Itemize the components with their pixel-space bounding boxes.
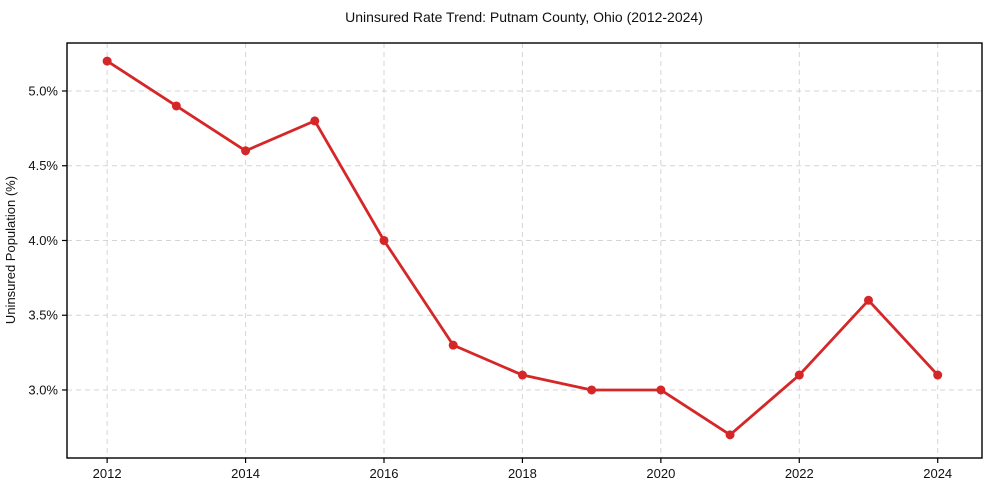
y-axis-title: Uninsured Population (%) [3, 176, 18, 324]
data-point-marker [241, 146, 251, 156]
data-point-marker [310, 116, 320, 126]
data-point-marker [379, 235, 389, 245]
axes-frame [66, 42, 983, 459]
data-point-marker [794, 370, 804, 380]
x-tick-label: 2024 [923, 466, 952, 481]
data-point-marker [448, 340, 458, 350]
x-tick-label: 2018 [508, 466, 537, 481]
data-point-marker [933, 370, 943, 380]
y-tick-label: 5.0% [28, 83, 58, 98]
y-tick-label: 4.0% [28, 233, 58, 248]
x-tick-label: 2014 [231, 466, 260, 481]
x-tick-label: 2016 [370, 466, 399, 481]
y-tick-label: 3.5% [28, 308, 58, 323]
data-point-marker [517, 370, 527, 380]
data-point-marker [587, 385, 597, 395]
x-tick-label: 2020 [646, 466, 675, 481]
data-point-marker [863, 295, 873, 305]
plot-area: 2012 2014 2016 2018 2020 2022 2024 3.0% 3.5% 4.0%… [28, 42, 983, 481]
y-tick-label: 4.5% [28, 158, 58, 173]
data-point-marker [725, 430, 735, 440]
data-point-marker [102, 56, 112, 66]
data-point-marker [171, 101, 181, 111]
y-tick-label: 3.0% [28, 382, 58, 397]
x-tick-label: 2012 [93, 466, 122, 481]
x-tick-label: 2022 [785, 466, 814, 481]
chart-title: Uninsured Rate Trend: Putnam County, Ohi… [345, 9, 703, 25]
data-point-marker [656, 385, 666, 395]
